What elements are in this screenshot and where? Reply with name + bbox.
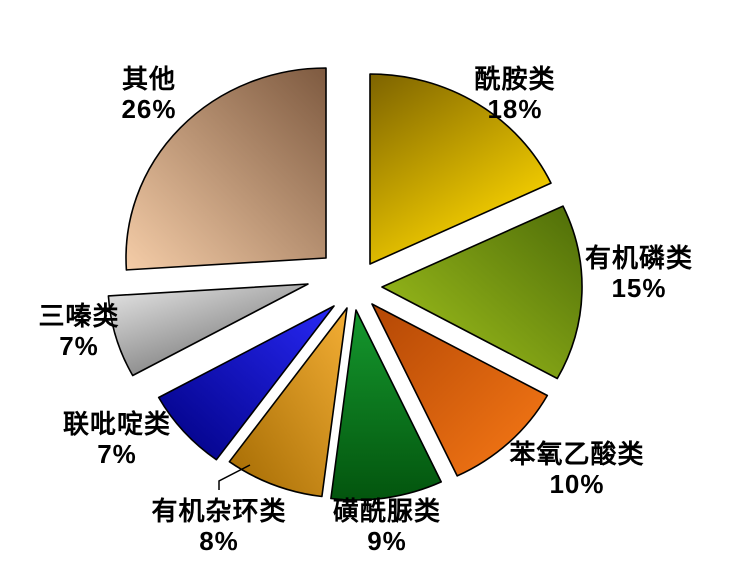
pie-slice-5: [157, 305, 335, 461]
slice-label-other: 其他 26%: [121, 64, 176, 124]
slice-name-text: 其他: [121, 64, 177, 94]
slice-name-text: 联吡啶类: [62, 409, 172, 439]
pie-slice-6: [107, 283, 309, 377]
slice-label-bipyridine: 联吡啶类 7%: [63, 409, 171, 469]
pie-slice-3: [330, 309, 442, 501]
pie-slice-2: [371, 303, 549, 477]
slice-label-phenoxyacetic: 苯氧乙酸类 10%: [509, 439, 644, 499]
slice-label-heterocyclic: 有机杂环类 8%: [151, 496, 286, 556]
slice-name-text: 磺酰脲类: [332, 496, 442, 526]
slice-label-triazine: 三嗪类 7%: [38, 301, 119, 361]
pie-slice-1: [381, 205, 583, 380]
slice-pct-text: 26%: [121, 94, 177, 124]
slice-pct-text: 9%: [367, 526, 407, 556]
slice-name-text: 有机杂环类: [151, 496, 287, 526]
slice-name-text: 酰胺类: [474, 64, 556, 94]
slice-name-text: 苯氧乙酸类: [509, 439, 645, 469]
slice-leader-line: [218, 464, 251, 490]
pie-slice-4: [228, 307, 348, 498]
pie-slice-7: [125, 67, 327, 271]
slice-pct-text: 8%: [199, 526, 239, 556]
slice-pct-text: 18%: [487, 94, 543, 124]
slice-pct-text: 15%: [611, 273, 667, 303]
pie-slice-0: [369, 73, 552, 265]
slice-pct-text: 7%: [59, 331, 99, 361]
slice-label-amide: 酰胺类 18%: [474, 64, 555, 124]
slice-name-text: 有机磷类: [584, 243, 694, 273]
slice-pct-text: 10%: [549, 469, 605, 499]
slice-label-sulfonylurea: 磺酰脲类 9%: [333, 496, 441, 556]
slice-pct-text: 7%: [97, 439, 137, 469]
slice-name-text: 三嗪类: [38, 301, 120, 331]
slice-label-organophosphate: 有机磷类 15%: [585, 243, 693, 303]
